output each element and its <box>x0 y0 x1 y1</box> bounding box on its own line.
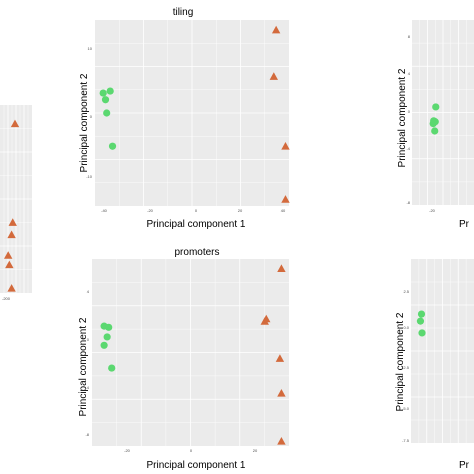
y-tick-labels-tiling: 10 0 -10 <box>86 46 93 179</box>
data-point-triangle <box>10 119 20 128</box>
data-point-circle <box>100 341 108 349</box>
data-point-triangle <box>271 25 281 34</box>
data-point-circle <box>103 109 111 117</box>
x-axis-title-promoters: Principal component 1 <box>147 460 246 471</box>
data-point-triangle <box>7 230 16 239</box>
y-tick-label: -8 <box>85 432 89 437</box>
data-point-triangle <box>4 251 13 259</box>
data-point-triangle <box>8 218 17 226</box>
x-axis-title-right-top: Pr <box>459 219 470 230</box>
data-point-circle <box>101 96 110 104</box>
y-tick-label: 2.5 <box>403 289 409 294</box>
data-point-circle <box>108 364 116 372</box>
data-point-circle <box>99 89 107 97</box>
data-point-triangle <box>7 284 16 292</box>
x-tick-label: -20 <box>429 208 436 213</box>
y-tick-labels-right-bottom: 2.5 0.0 -2.5 -5.0 -7.5 <box>402 289 410 443</box>
y-tick-label: 0 <box>87 337 90 342</box>
gridlines-promoters <box>92 259 289 446</box>
x-tick-label: 0 <box>190 448 193 453</box>
data-point-circle <box>106 87 114 95</box>
y-tick-label: 8 <box>408 34 411 39</box>
data-point-triangle <box>275 354 285 362</box>
x-tick-label: 0 <box>195 208 198 213</box>
panel-right-top-partial: 8 4 0 -4 -8 -20 Principal component 2 Pr <box>397 20 474 230</box>
gridlines-tiling <box>95 20 289 206</box>
panel-right-bottom-partial: 2.5 0.0 -2.5 -5.0 -7.5 Principal compone… <box>395 259 474 471</box>
data-point-circle <box>417 310 426 318</box>
gridlines-right-bottom-partial <box>411 259 474 443</box>
y-tick-label: -5.0 <box>402 406 410 411</box>
y-tick-label: 0 <box>408 109 411 114</box>
panel-title-promoters: promoters <box>174 247 219 258</box>
y-tick-label: -10 <box>86 174 93 179</box>
y-tick-labels-right-top: 8 4 0 -4 -8 <box>406 34 410 205</box>
data-point-circle <box>432 103 440 111</box>
gridlines-left-partial <box>0 105 32 293</box>
x-tick-label: -20 <box>147 208 154 213</box>
y-axis-title-right-top: Principal component 2 <box>397 68 408 167</box>
y-tick-label: 10 <box>88 46 93 51</box>
data-point-circle <box>416 317 425 325</box>
data-point-circle <box>418 329 426 337</box>
y-tick-label: 0 <box>90 114 93 119</box>
data-point-circle <box>431 127 439 135</box>
y-tick-label: 0.0 <box>403 325 409 330</box>
points-left-partial <box>4 119 20 292</box>
data-point-triangle <box>281 195 290 203</box>
points-right-bottom-partial <box>416 310 426 337</box>
x-tick-labels-tiling: -40 -20 0 20 40 <box>101 208 286 213</box>
points-right-top-partial <box>429 103 440 135</box>
y-tick-label: -4 <box>406 146 410 151</box>
x-tick-labels-promoters: -20 0 20 <box>124 448 258 453</box>
y-axis-title-tiling: Principal component 2 <box>79 73 90 172</box>
data-point-triangle <box>277 264 286 272</box>
data-point-circle <box>108 142 117 150</box>
points-promoters <box>100 264 286 445</box>
y-tick-label: 4 <box>408 71 411 76</box>
y-tick-label: -8 <box>406 200 410 205</box>
panel-title-tiling: tiling <box>173 7 194 18</box>
panel-promoters: promoters -20 0 20 4 0 -4 -8 Principal c… <box>78 247 289 471</box>
data-point-triangle <box>5 260 14 269</box>
y-tick-label: -7.5 <box>402 438 410 443</box>
data-point-triangle <box>269 72 279 80</box>
data-point-triangle <box>260 317 269 325</box>
data-point-circle <box>105 323 113 331</box>
y-tick-label: 4 <box>87 289 90 294</box>
gridlines-right-top-partial <box>412 20 474 205</box>
x-tick-label: 40 <box>281 208 286 213</box>
data-point-circle <box>429 120 437 128</box>
data-point-triangle <box>281 142 290 150</box>
data-point-circle <box>103 333 111 341</box>
panel-left-partial: -200 <box>0 105 32 301</box>
y-tick-labels-promoters: 4 0 -4 -8 <box>85 289 89 437</box>
x-axis-title-right-bottom: Pr <box>459 460 470 471</box>
data-point-triangle <box>277 437 286 445</box>
y-axis-title-right-bottom: Principal component 2 <box>395 312 406 411</box>
x-tick-label: -20 <box>124 448 131 453</box>
points-tiling <box>99 25 290 203</box>
panel-tiling: tiling -40 -20 0 20 40 10 0 -10 Principa… <box>79 7 290 230</box>
x-axis-title-tiling: Principal component 1 <box>147 219 246 230</box>
y-axis-title-promoters: Principal component 2 <box>78 317 89 416</box>
x-tick-label: 20 <box>238 208 243 213</box>
data-point-triangle <box>277 389 286 397</box>
x-tick-label: -200 <box>2 296 11 301</box>
y-tick-label: -2.5 <box>402 365 410 370</box>
x-tick-label: 20 <box>253 448 258 453</box>
x-tick-label: -40 <box>101 208 108 213</box>
y-tick-label: -4 <box>85 385 89 390</box>
